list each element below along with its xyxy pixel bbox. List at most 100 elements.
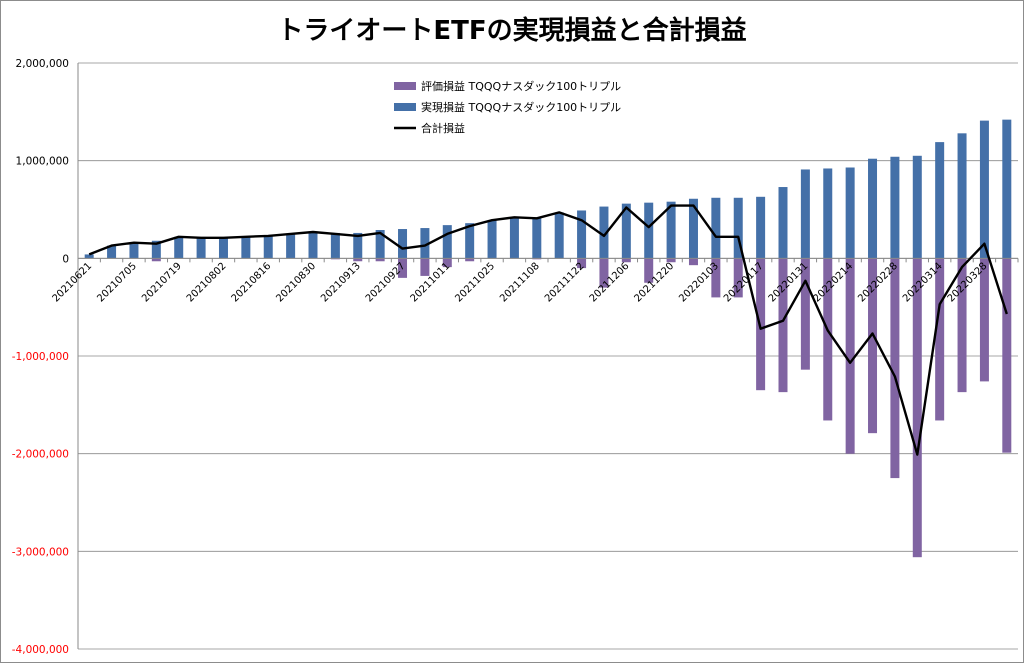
realized-pl-bar [823, 168, 833, 259]
x-tick-label: 20210913 [319, 261, 363, 305]
x-tick-label: 20211122 [543, 261, 587, 305]
realized-pl-bar [800, 169, 810, 259]
unrealized-pl-bar [778, 258, 788, 393]
realized-pl-bar [420, 228, 430, 259]
bar-series [84, 119, 1012, 558]
realized-pl-bar [577, 210, 587, 259]
realized-pl-bar [845, 167, 855, 259]
y-tick-label: -3,000,000 [12, 546, 69, 558]
realized-pl-bar [644, 202, 654, 259]
realized-pl-bar [465, 223, 475, 259]
unrealized-pl-bar [621, 258, 631, 263]
x-tick-label: 20210816 [230, 261, 274, 305]
unrealized-pl-bar [688, 258, 698, 266]
realized-pl-bar [174, 236, 184, 259]
unrealized-pl-bar [1002, 258, 1012, 453]
realized-pl-bar [308, 231, 318, 259]
unrealized-pl-bar [465, 258, 475, 262]
unrealized-pl-bar [375, 258, 385, 262]
unrealized-pl-bar [800, 258, 810, 370]
realized-pl-bar [151, 240, 161, 259]
legend-swatch-realized [394, 103, 416, 111]
unrealized-pl-bar [151, 258, 161, 262]
unrealized-pl-bar [823, 258, 833, 421]
realized-pl-bar [509, 217, 519, 259]
realized-pl-bar [979, 120, 989, 259]
realized-pl-bar [778, 187, 788, 259]
y-tick-label: -1,000,000 [12, 351, 69, 363]
realized-pl-bar [129, 242, 139, 259]
realized-pl-bar [621, 203, 631, 259]
legend-swatch-unrealized [394, 82, 416, 90]
realized-pl-bar [868, 158, 878, 259]
x-tick-label: 20211011 [409, 261, 453, 305]
realized-pl-bar [890, 156, 900, 259]
realized-pl-bar [487, 220, 497, 259]
realized-pl-bar [554, 212, 564, 259]
realized-pl-bar [935, 142, 945, 259]
y-tick-label: -2,000,000 [12, 449, 69, 461]
total-pl-line [88, 204, 1008, 456]
realized-pl-bar [733, 197, 743, 259]
x-tick-label: 20211206 [588, 261, 632, 305]
unrealized-pl-bar [353, 258, 363, 262]
legend-label: 評価損益 TQQQナスダック100トリプル [421, 79, 621, 93]
unrealized-pl-bar [733, 258, 743, 298]
realized-pl-bar [599, 206, 609, 259]
x-tick-label: 20211220 [632, 261, 676, 305]
unrealized-pl-bar [935, 258, 945, 421]
unrealized-pl-bar [644, 258, 654, 283]
x-tick-label: 20210719 [140, 261, 184, 305]
x-tick-label: 20210802 [185, 261, 229, 305]
x-tick-label: 20210830 [274, 261, 318, 305]
realized-pl-bar [442, 225, 452, 259]
realized-pl-bar [532, 217, 542, 259]
y-axis-ticks: 2,000,000 1,000,000 0 -1,000,000 -2,000,000 -… [12, 58, 69, 656]
realized-pl-bar [375, 230, 385, 259]
x-tick-label: 20210705 [95, 261, 139, 305]
legend-label: 実現損益 TQQQナスダック100トリプル [421, 100, 621, 114]
x-tick-label: 20211108 [498, 261, 542, 305]
line-series [88, 204, 1008, 456]
axes [77, 63, 1019, 649]
realized-pl-bar [711, 197, 721, 259]
unrealized-pl-bar [711, 258, 721, 298]
realized-pl-bar [957, 133, 967, 259]
realized-pl-bar [286, 233, 296, 259]
realized-pl-bar [107, 245, 117, 259]
y-tick-label: 1,000,000 [16, 156, 69, 168]
legend-label: 合計損益 [421, 121, 465, 135]
unrealized-pl-bar [442, 258, 452, 268]
unrealized-pl-bar [599, 258, 609, 288]
x-tick-label: 20210621 [51, 261, 95, 305]
realized-pl-bar [218, 237, 228, 259]
realized-pl-bar [756, 196, 766, 259]
realized-pl-bar [353, 232, 363, 259]
x-tick-label: 20210927 [364, 261, 408, 305]
realized-pl-bar [330, 232, 340, 259]
x-tick-label: 20211025 [453, 261, 497, 305]
realized-pl-bar [398, 229, 408, 259]
y-tick-label: 0 [62, 253, 69, 265]
realized-pl-bar [84, 254, 94, 259]
unrealized-pl-bar [420, 258, 430, 276]
unrealized-pl-bar [957, 258, 967, 393]
unrealized-pl-bar [398, 258, 408, 278]
y-tick-label: -4,000,000 [12, 644, 69, 656]
unrealized-pl-bar [912, 258, 922, 558]
unrealized-pl-bar [868, 258, 878, 434]
realized-pl-bar [196, 237, 206, 259]
realized-pl-bar [1002, 119, 1012, 259]
unrealized-pl-bar [666, 258, 676, 263]
realized-pl-bar [912, 155, 922, 259]
realized-pl-bar [263, 235, 273, 259]
unrealized-pl-bar [845, 258, 855, 454]
realized-pl-bar [241, 236, 251, 259]
realized-pl-bar [666, 201, 676, 259]
unrealized-pl-bar [890, 258, 900, 479]
unrealized-pl-bar [979, 258, 989, 382]
chart-title: トライオートETFの実現損益と合計損益 [277, 15, 746, 46]
